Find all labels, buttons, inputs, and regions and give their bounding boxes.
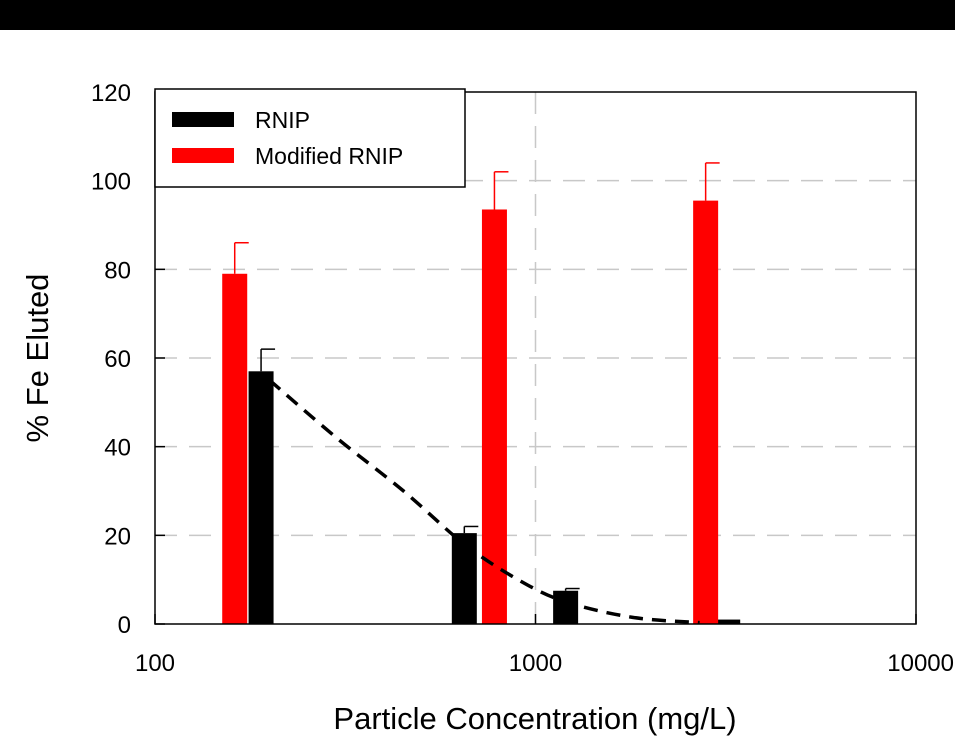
bar-modified-rnip bbox=[481, 209, 507, 624]
legend-label-modified-rnip: Modified RNIP bbox=[255, 143, 403, 169]
y-tick-label: 100 bbox=[91, 169, 131, 196]
x-tick-label: 100 bbox=[135, 650, 175, 677]
bar-rnip bbox=[715, 619, 741, 624]
fit-curve-line bbox=[268, 378, 700, 625]
y-tick-label: 40 bbox=[104, 435, 131, 462]
y-tick-label: 120 bbox=[91, 80, 131, 107]
y-axis-title: % Fe Eluted bbox=[20, 274, 55, 443]
legend-box bbox=[154, 88, 466, 188]
bar-rnip bbox=[553, 590, 579, 624]
legend-label-rnip: RNIP bbox=[255, 107, 310, 133]
legend-swatch-modified-rnip bbox=[172, 148, 234, 163]
bar-modified-rnip bbox=[693, 200, 719, 624]
legend-swatch-rnip bbox=[172, 112, 234, 127]
x-tick-label: 10000 bbox=[887, 650, 954, 677]
legend: RNIP Modified RNIP bbox=[154, 88, 466, 188]
y-tick-label: 20 bbox=[104, 523, 131, 550]
bars bbox=[222, 162, 741, 624]
grid-lines bbox=[155, 92, 916, 624]
bar-rnip bbox=[248, 371, 274, 624]
bar-rnip bbox=[451, 533, 477, 624]
fit-curve bbox=[268, 378, 700, 625]
y-tick-label: 0 bbox=[118, 612, 131, 639]
x-tick-label: 1000 bbox=[509, 650, 562, 677]
x-axis-title: Particle Concentration (mg/L) bbox=[333, 701, 736, 736]
bar-modified-rnip bbox=[222, 273, 248, 624]
y-tick-label: 80 bbox=[104, 257, 131, 284]
axis-ticks: 0 20 40 60 80 100 120 100 1000 10000 bbox=[91, 80, 954, 677]
y-tick-label: 60 bbox=[104, 346, 131, 373]
